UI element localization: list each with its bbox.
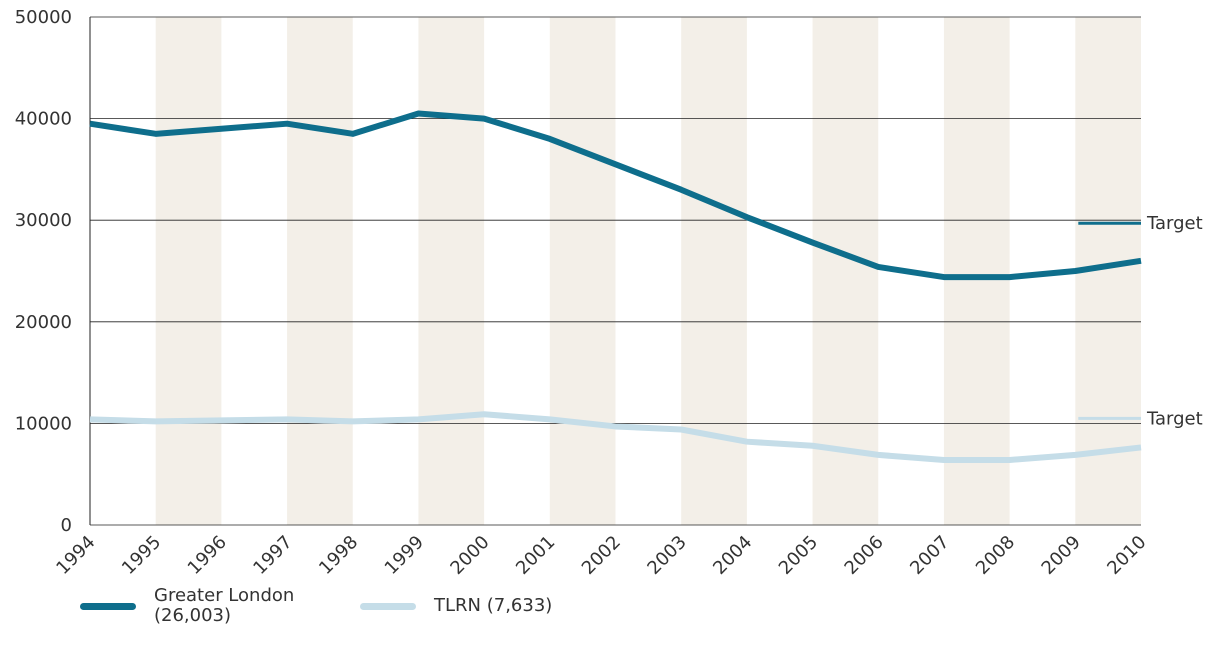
y-tick-label: 30000 bbox=[15, 210, 72, 231]
band bbox=[681, 17, 747, 525]
chart: 0 10000 20000 30000 40000 50000 1994 1995 1996 19… bbox=[15, 7, 1203, 579]
x-tick-label: 2006 bbox=[841, 532, 888, 579]
x-tick-label: 2010 bbox=[1103, 532, 1150, 579]
band bbox=[943, 17, 1010, 525]
x-tick-label: 2004 bbox=[709, 532, 756, 579]
x-tick-label: 2003 bbox=[643, 532, 690, 579]
x-tick-label: 2002 bbox=[578, 532, 625, 579]
legend-label: Greater London (26,003) bbox=[154, 585, 295, 626]
band bbox=[812, 17, 879, 525]
series-line bbox=[89, 411, 1142, 463]
y-tick-label: 10000 bbox=[15, 413, 72, 434]
x-tick-label: 2007 bbox=[906, 532, 953, 579]
y-tick-label: 20000 bbox=[15, 312, 72, 333]
band bbox=[549, 17, 616, 525]
legend-swatch bbox=[360, 602, 416, 610]
legend-item: TLRN (7,633) bbox=[360, 586, 604, 626]
x-tick-label: 1998 bbox=[315, 532, 362, 579]
y-tick-label: 50000 bbox=[15, 7, 72, 28]
x-tick-label: 2000 bbox=[446, 532, 493, 579]
x-tick-label: 1997 bbox=[249, 532, 296, 579]
y-tick-label: 40000 bbox=[15, 109, 72, 130]
legend-item: Greater London (26,003) bbox=[80, 586, 324, 626]
band bbox=[418, 17, 485, 525]
series-line bbox=[89, 110, 1142, 281]
legend-swatch bbox=[80, 602, 136, 610]
x-tick-label: 2001 bbox=[512, 532, 559, 579]
x-tick-label: 1995 bbox=[118, 532, 165, 579]
x-tick-label: 1994 bbox=[52, 532, 99, 579]
target-label: Target bbox=[1146, 213, 1203, 234]
legend: Greater London (26,003) TLRN (7,633) bbox=[80, 586, 604, 626]
x-tick-label: 2008 bbox=[972, 532, 1019, 579]
legend-label: TLRN (7,633) bbox=[434, 595, 553, 616]
x-tick-label: 1996 bbox=[184, 532, 231, 579]
x-tick-label: 2009 bbox=[1038, 532, 1085, 579]
target-label: Target bbox=[1146, 408, 1203, 429]
band bbox=[155, 17, 222, 525]
y-tick-label: 0 bbox=[61, 515, 72, 536]
x-tick-label: 2005 bbox=[775, 532, 822, 579]
band bbox=[287, 17, 353, 525]
x-tick-label: 1999 bbox=[381, 532, 428, 579]
